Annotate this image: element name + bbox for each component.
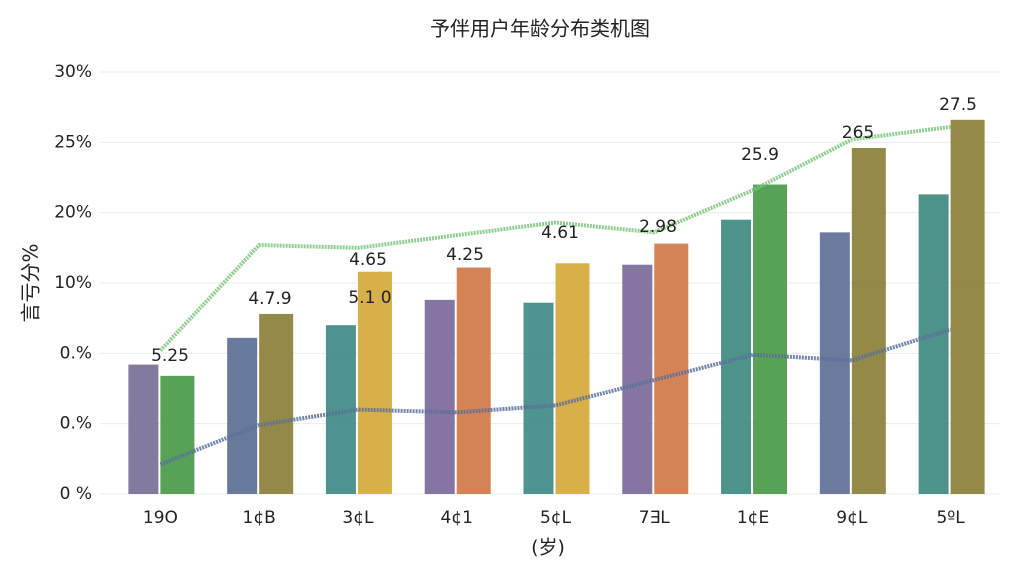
data-label: 25.9 bbox=[741, 145, 779, 165]
x-tick-label: 1¢B bbox=[243, 508, 276, 528]
y-tick-label: 30% bbox=[54, 62, 92, 82]
y-tick-label: 0 % bbox=[60, 484, 92, 504]
x-tick-label: 7∃L bbox=[639, 508, 671, 528]
x-tick-label: 19O bbox=[143, 508, 178, 528]
x-tick-label: 9¢L bbox=[836, 508, 868, 528]
data-label: 4.65 bbox=[349, 250, 387, 270]
bar bbox=[128, 364, 159, 494]
bar bbox=[259, 313, 294, 494]
data-label: 2.98 bbox=[639, 217, 677, 237]
bar bbox=[357, 271, 392, 494]
y-tick-label: 0.% bbox=[60, 414, 92, 434]
data-label: 27.5 bbox=[939, 95, 977, 115]
x-tick-label: 1¢E bbox=[737, 508, 769, 528]
bar bbox=[753, 184, 788, 495]
bar bbox=[819, 232, 850, 495]
y-tick-label: 20% bbox=[54, 203, 92, 223]
data-label: 5.1 0 bbox=[348, 288, 391, 308]
x-axis-label: (岁) bbox=[531, 537, 565, 559]
y-tick-label: 0.% bbox=[60, 343, 92, 363]
bar bbox=[227, 337, 258, 494]
bar bbox=[456, 267, 491, 494]
bar bbox=[424, 299, 455, 494]
data-label: 5.25 bbox=[151, 346, 189, 366]
line bbox=[159, 327, 952, 467]
bar bbox=[950, 119, 985, 495]
data-label: 4.7.9 bbox=[248, 289, 291, 309]
x-tick-label: 5ºL bbox=[936, 508, 965, 528]
data-label: 4.25 bbox=[446, 245, 484, 265]
bar bbox=[654, 243, 689, 494]
bar bbox=[523, 302, 554, 494]
bar bbox=[851, 147, 886, 494]
y-tick-label: 25% bbox=[54, 132, 92, 152]
x-tick-label: 5¢L bbox=[540, 508, 572, 528]
data-label: 265 bbox=[842, 123, 874, 143]
bar bbox=[160, 375, 195, 494]
data-label: 4.61 bbox=[541, 223, 579, 243]
x-tick-label: 3¢L bbox=[342, 508, 374, 528]
y-tick-label: 10% bbox=[54, 273, 92, 293]
bar bbox=[622, 264, 653, 494]
bar bbox=[918, 194, 949, 494]
chart-title: 予伴用户年龄分布类机图 bbox=[430, 17, 650, 41]
x-tick-label: 4¢1 bbox=[440, 508, 472, 528]
line bbox=[158, 124, 951, 352]
y-axis-label: 言亏分% bbox=[19, 243, 43, 322]
bar bbox=[555, 263, 590, 494]
